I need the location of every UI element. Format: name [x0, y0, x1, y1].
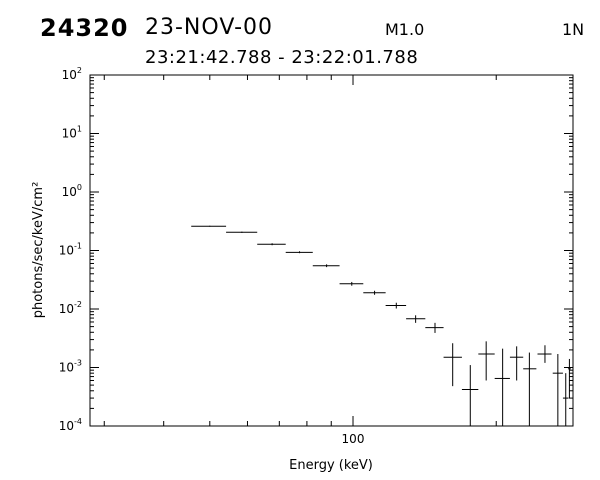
data-point: [363, 290, 386, 295]
data-point: [257, 243, 286, 246]
event-id: 24320: [40, 14, 129, 42]
data-point: [509, 346, 524, 381]
y-tick-label: 100: [62, 183, 82, 199]
data-point: [191, 225, 227, 227]
data-point: [443, 343, 462, 387]
time-range: 23:21:42.788 - 23:22:01.788: [145, 47, 419, 68]
x-tick-label: 100: [342, 432, 365, 446]
data-point: [406, 315, 426, 323]
flare-class: M1.0: [385, 20, 425, 39]
y-tick-label: 102: [62, 66, 82, 82]
y-tick-label: 10-1: [59, 242, 82, 258]
data-point: [567, 358, 571, 399]
data-point: [226, 231, 258, 233]
data-point: [537, 345, 552, 363]
data-point: [312, 264, 340, 268]
data-point: [562, 373, 569, 426]
data-point: [339, 281, 364, 286]
x-axis-label: Energy (keV): [289, 458, 373, 473]
data-point: [494, 348, 510, 426]
data-point: [461, 365, 479, 426]
data-point: [478, 341, 495, 381]
y-tick-label: 101: [62, 125, 82, 141]
data-point: [552, 354, 563, 426]
y-tick-label: 10-4: [59, 417, 82, 433]
plot-frame: [89, 74, 574, 427]
y-axis: 10-4 10-3 10-2 10-1 100 101 102: [59, 66, 573, 433]
event-date: 23-NOV-00: [145, 15, 274, 40]
y-axis-label: photons/sec/keV/cm²: [31, 182, 46, 319]
data-points: [191, 225, 571, 426]
data-point: [523, 352, 537, 426]
data-point: [285, 251, 313, 254]
detector-label: 1N: [562, 20, 585, 39]
y-tick-label: 10-2: [59, 300, 82, 316]
x-axis: 100: [103, 75, 497, 446]
data-point: [385, 302, 407, 309]
y-tick-label: 10-3: [59, 359, 82, 375]
data-point: [425, 322, 444, 333]
